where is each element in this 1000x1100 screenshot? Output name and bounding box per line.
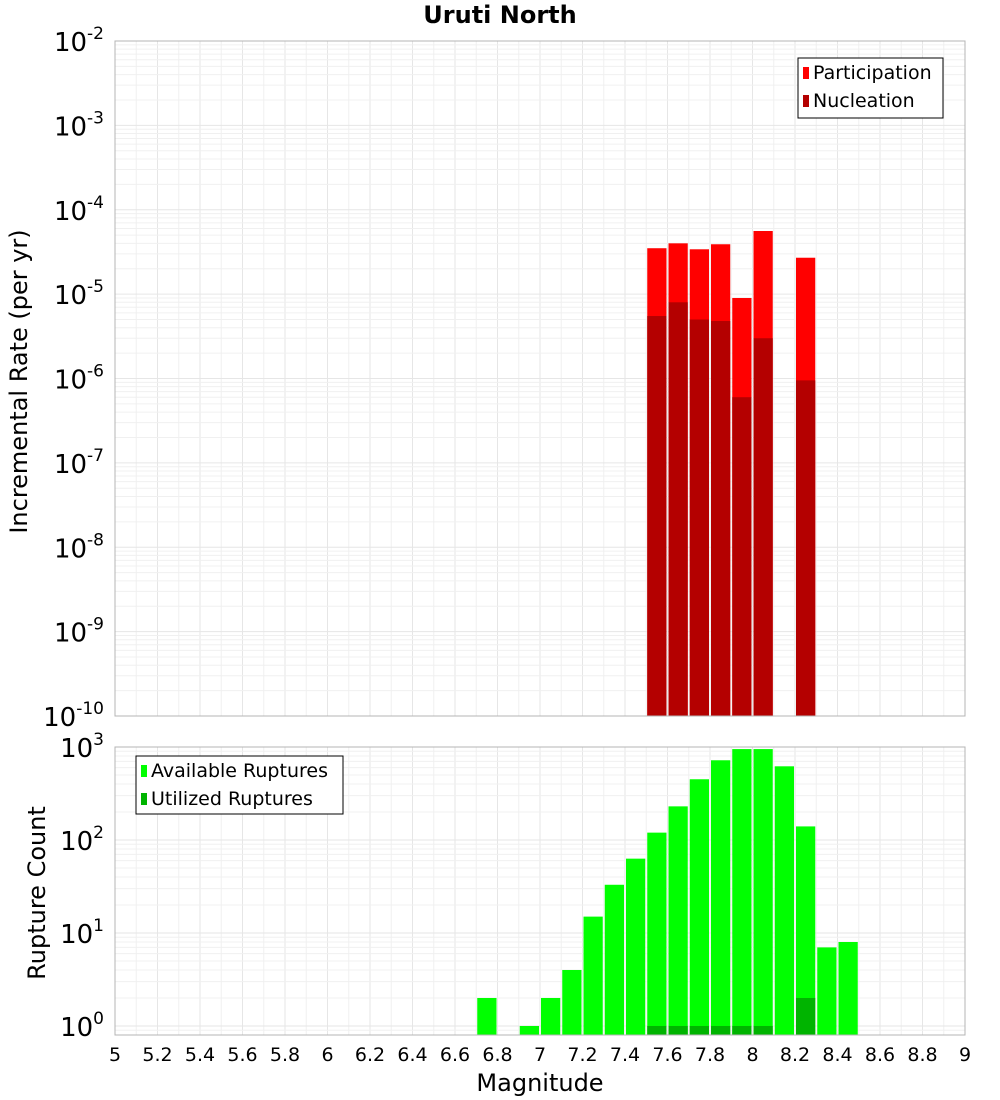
rate-legend-swatch bbox=[803, 95, 809, 107]
x-tick-label: 6.8 bbox=[482, 1044, 512, 1066]
count-y-axis-label: Rupture Count bbox=[23, 806, 51, 980]
available-ruptures-bar bbox=[711, 760, 731, 1035]
utilized-ruptures-bar bbox=[753, 1025, 773, 1035]
available-ruptures-bar bbox=[562, 969, 582, 1035]
rate-plot-frame bbox=[114, 40, 966, 717]
rate-legend-entry-label: Nucleation bbox=[813, 90, 915, 112]
available-ruptures-bar bbox=[689, 779, 709, 1035]
count-legend-swatch bbox=[141, 765, 147, 777]
x-tick-label: 5 bbox=[109, 1044, 121, 1066]
x-tick-label: 7.4 bbox=[610, 1044, 640, 1066]
magnitude-x-ticks: 5 5.2 5.4 5.6 5.8 6 6.2 6.4 6.6 6.8 7 7.2 7.4 7.6 7.8 8… bbox=[109, 1044, 971, 1066]
count-y-tick-label: 100 bbox=[60, 1009, 104, 1043]
rate-legend-entry-label: Participation bbox=[813, 62, 932, 84]
x-tick-label: 8.6 bbox=[865, 1044, 895, 1066]
rate-y-tick-label: 10-3 bbox=[54, 108, 104, 142]
available-ruptures-bar bbox=[668, 806, 688, 1035]
x-tick-label: 8.2 bbox=[780, 1044, 810, 1066]
count-panel: 100 101 102 103 5 5.2 5.4 5.6 5.8 6 6.2 6.4 6.6 6.8 7… bbox=[23, 730, 971, 1097]
nucleation-bar bbox=[753, 338, 773, 716]
rate-y-tick-label: 10-7 bbox=[54, 446, 104, 480]
available-ruptures-bar bbox=[519, 1025, 539, 1035]
available-ruptures-bar bbox=[477, 997, 497, 1035]
count-bars bbox=[477, 749, 858, 1035]
x-axis-label: Magnitude bbox=[476, 1069, 603, 1097]
x-tick-label: 5.6 bbox=[227, 1044, 257, 1066]
rate-y-axis-label: Incremental Rate (per yr) bbox=[5, 229, 33, 533]
rate-legend: Participation Nucleation bbox=[797, 57, 944, 119]
x-tick-label: 5.8 bbox=[270, 1044, 300, 1066]
rate-y-tick-label: 10-10 bbox=[43, 699, 104, 733]
rate-y-tick-label: 10-2 bbox=[54, 24, 104, 58]
utilized-ruptures-bar bbox=[689, 1025, 709, 1035]
rate-bars bbox=[647, 230, 816, 717]
x-tick-label: 6.4 bbox=[397, 1044, 427, 1066]
x-tick-label: 7.6 bbox=[652, 1044, 682, 1066]
available-ruptures-bar bbox=[796, 826, 816, 1035]
rate-legend-box bbox=[797, 57, 944, 119]
count-legend-box bbox=[135, 755, 344, 815]
count-y-tick-label: 101 bbox=[60, 916, 104, 950]
available-ruptures-bar bbox=[817, 947, 837, 1035]
nucleation-bar bbox=[668, 302, 688, 716]
count-legend: Available Ruptures Utilized Ruptures bbox=[135, 755, 344, 815]
utilized-ruptures-bar bbox=[796, 997, 816, 1035]
available-ruptures-bar bbox=[838, 942, 858, 1035]
x-tick-label: 6.6 bbox=[440, 1044, 470, 1066]
nucleation-bar bbox=[732, 397, 752, 716]
rate-y-tick-label: 10-9 bbox=[54, 615, 104, 649]
x-tick-label: 6 bbox=[321, 1044, 333, 1066]
nucleation-bar bbox=[647, 316, 667, 716]
x-tick-label: 7 bbox=[534, 1044, 546, 1066]
count-y-tick-label: 103 bbox=[60, 730, 104, 764]
x-tick-label: 5.2 bbox=[142, 1044, 172, 1066]
rate-y-tick-label: 10-4 bbox=[54, 193, 104, 227]
available-ruptures-bar bbox=[541, 997, 561, 1035]
rate-y-tick-label: 10-5 bbox=[54, 277, 104, 311]
x-tick-label: 8 bbox=[746, 1044, 758, 1066]
count-legend-entry-label: Utilized Ruptures bbox=[151, 788, 313, 810]
available-ruptures-bar bbox=[753, 749, 773, 1035]
rate-panel: 10-10 10-9 10-8 10-7 10-6 10-5 10-4 10-3 10-2 In… bbox=[5, 24, 966, 733]
x-tick-label: 7.2 bbox=[567, 1044, 597, 1066]
rate-y-tick-label: 10-6 bbox=[54, 362, 104, 396]
count-y-tick-label: 102 bbox=[60, 823, 104, 857]
x-tick-label: 7.8 bbox=[695, 1044, 725, 1066]
x-tick-label: 8.4 bbox=[822, 1044, 852, 1066]
available-ruptures-bar bbox=[626, 858, 646, 1035]
rate-y-tick-label: 10-8 bbox=[54, 530, 104, 564]
available-ruptures-bar bbox=[583, 916, 603, 1035]
utilized-ruptures-bar bbox=[647, 1025, 667, 1035]
utilized-ruptures-bar bbox=[711, 1025, 731, 1035]
rate-grid bbox=[114, 40, 966, 717]
count-legend-swatch bbox=[141, 793, 147, 805]
nucleation-bar bbox=[711, 321, 731, 716]
count-plot-frame bbox=[114, 746, 966, 1036]
utilized-ruptures-bar bbox=[732, 1025, 752, 1035]
rate-y-ticks: 10-10 10-9 10-8 10-7 10-6 10-5 10-4 10-3 10-2 bbox=[43, 24, 104, 733]
x-tick-label: 8.8 bbox=[907, 1044, 937, 1066]
available-ruptures-bar bbox=[604, 884, 624, 1035]
count-y-ticks: 100 101 102 103 bbox=[60, 730, 104, 1043]
chart-title: Uruti North bbox=[423, 1, 576, 29]
nucleation-bar bbox=[796, 380, 816, 716]
x-tick-label: 9 bbox=[959, 1044, 971, 1066]
x-tick-label: 6.2 bbox=[355, 1044, 385, 1066]
nucleation-bar bbox=[689, 319, 709, 716]
count-legend-entry-label: Available Ruptures bbox=[151, 760, 328, 782]
rate-legend-swatch bbox=[803, 67, 809, 79]
utilized-ruptures-bar bbox=[668, 1025, 688, 1035]
available-ruptures-bar bbox=[774, 766, 794, 1035]
x-tick-label: 5.4 bbox=[185, 1044, 215, 1066]
available-ruptures-bar bbox=[647, 832, 667, 1035]
available-ruptures-bar bbox=[732, 749, 752, 1035]
